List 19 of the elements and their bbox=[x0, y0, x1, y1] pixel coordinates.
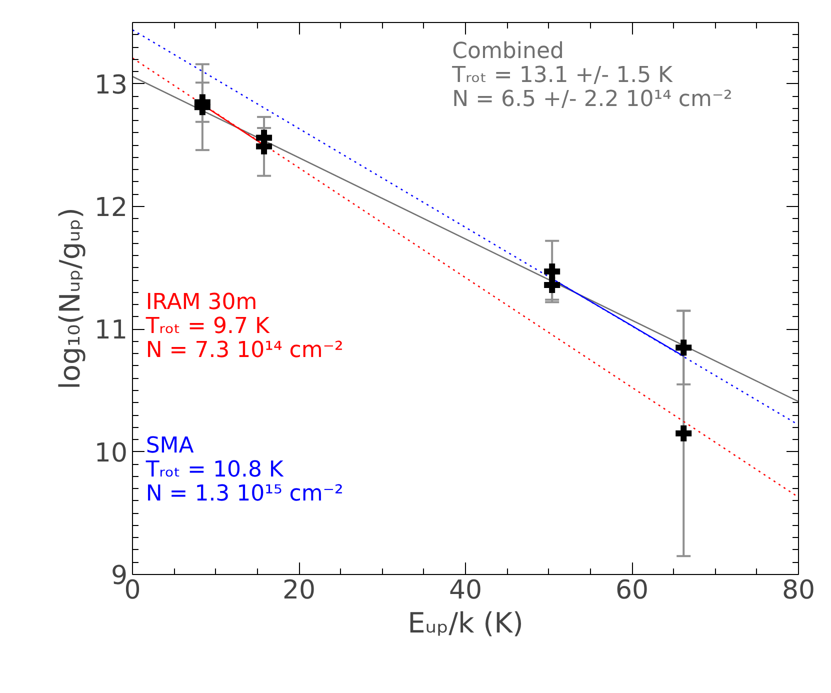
annotation: N = 1.3 10¹⁵ cm⁻² bbox=[146, 482, 344, 507]
x-tick-label: 40 bbox=[448, 576, 482, 606]
x-tick-label: 80 bbox=[782, 576, 816, 606]
annotation: N = 6.5 +/- 2.2 10¹⁴ cm⁻² bbox=[452, 87, 732, 112]
text: SMA bbox=[146, 434, 194, 459]
y-tick-label: 13 bbox=[94, 70, 128, 100]
y-tick-label: 12 bbox=[94, 193, 128, 223]
text: Combined bbox=[452, 39, 564, 64]
annotation: Tᵣₒₜ = 9.7 K bbox=[144, 314, 270, 340]
x-tick-label: 60 bbox=[615, 576, 649, 606]
text: IRAM 30m bbox=[146, 290, 258, 316]
annotation: Tᵣₒₜ = 10.8 K bbox=[144, 458, 284, 483]
y-tick-label: 11 bbox=[94, 316, 128, 346]
y-tick-label: 10 bbox=[94, 438, 128, 468]
annotation: Tᵣₒₜ = 13.1 +/- 1.5 K bbox=[451, 63, 674, 88]
y-axis-title: log₁₀(Nᵤₚ/gᵤₚ) bbox=[53, 208, 86, 390]
x-tick-label: 20 bbox=[282, 576, 316, 606]
annotation: N = 7.3 10¹⁴ cm⁻² bbox=[146, 338, 344, 364]
x-axis-title: Eᵤₚ/k (K) bbox=[408, 606, 524, 640]
